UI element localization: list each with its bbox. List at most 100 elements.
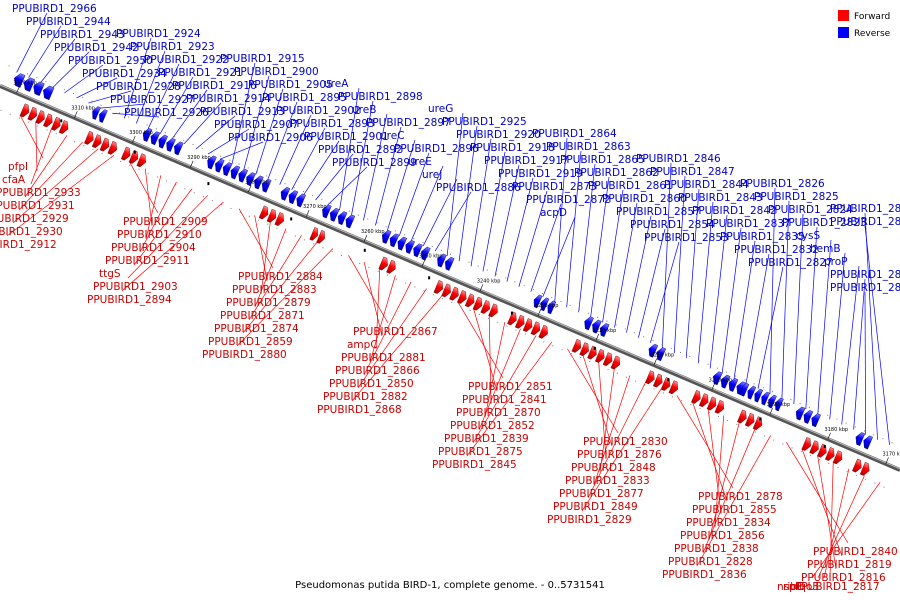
reverse-gene-label: PPUBIRD1_2837 — [706, 218, 791, 230]
forward-gene-feature — [507, 311, 517, 326]
forward-gene-feature — [35, 110, 45, 124]
leader-line — [709, 214, 728, 369]
leader-line — [291, 127, 326, 190]
reverse-gene-label: PPUBIRD1_2942 — [54, 42, 139, 54]
tick-mark — [885, 457, 889, 465]
leader-line — [303, 140, 340, 196]
forward-gene-label: PPUBIRD1_2868 — [317, 404, 402, 416]
forward-gene-feature — [99, 137, 110, 152]
reverse-gene-feature — [222, 162, 233, 177]
forward-gene-label: nspC — [777, 581, 803, 593]
reverse-gene-label: PPUBIRD1_2920 — [456, 129, 541, 141]
leader-line — [88, 90, 132, 104]
feature-marker — [593, 346, 596, 350]
leader-line — [375, 268, 381, 350]
leader-line — [697, 201, 714, 364]
leader-line — [590, 176, 610, 318]
tick-label: 3210 kbp — [651, 353, 675, 359]
leader-line — [123, 37, 152, 119]
reverse-gene-label: PPUBIRD1_2913 — [200, 106, 285, 118]
forward-gene-feature — [824, 447, 835, 461]
forward-gene-feature — [386, 259, 396, 274]
forward-gene-feature — [706, 396, 717, 411]
leader-line — [375, 126, 402, 226]
leader-line — [363, 113, 388, 221]
reverse-gene-feature — [238, 168, 248, 183]
leader-line — [470, 138, 492, 267]
reverse-gene-label: PPUBIRD1_2827 — [748, 257, 833, 269]
forward-gene-label: PPUBIRD1_2883 — [232, 284, 317, 296]
leader-line — [554, 137, 568, 303]
leader-line — [864, 291, 866, 435]
forward-gene-label: ttgS — [99, 268, 121, 280]
reverse-gene-feature — [381, 230, 392, 244]
reverse-gene-label: PPUBIRD1_2843 — [678, 192, 763, 204]
forward-gene-feature — [610, 355, 621, 370]
reverse-gene-label: cysS — [796, 230, 820, 242]
leader-line — [614, 202, 638, 328]
leader-line — [100, 103, 146, 109]
reverse-gene-label: PPUBIRD1_2823 — [782, 217, 867, 229]
leader-line — [255, 88, 284, 175]
reverse-gene-feature — [713, 371, 723, 386]
reverse-gene-feature — [329, 207, 340, 222]
leader-line — [348, 255, 389, 324]
reverse-gene-label: PPUBIRD1_2966 — [12, 3, 97, 15]
forward-gene-label: PPUBIRD1_2838 — [674, 543, 759, 555]
leader-line — [243, 75, 270, 170]
reverse-gene-feature — [246, 172, 256, 187]
forward-gene-label: PPUBIRD1_2852 — [450, 420, 535, 432]
forward-gene-feature — [464, 293, 475, 308]
leader-line — [829, 252, 846, 420]
forward-gene-label: PPUBIRD1_2819 — [807, 559, 892, 571]
forward-gene-feature — [120, 146, 131, 161]
reverse-gene-label: PPUBIRD1_2861 — [588, 180, 673, 192]
reverse-gene-feature — [803, 410, 814, 424]
leader-line — [598, 362, 607, 460]
tick-label: 3190 kbp — [767, 402, 791, 408]
leader-line — [793, 213, 804, 405]
forward-gene-label: PPUBIRD1_2849 — [553, 501, 638, 513]
tick-label: 3260 kbp — [361, 229, 385, 235]
reverse-gene-feature — [540, 297, 550, 312]
leader-line — [692, 402, 728, 502]
forward-gene-label: PPUBIRD1_2931 — [0, 200, 75, 212]
forward-gene-feature — [645, 370, 655, 385]
leader-line — [676, 395, 734, 489]
leader-line — [40, 38, 76, 83]
forward-gene-label: ribE — [783, 581, 804, 593]
leader-line — [817, 475, 865, 579]
reverse-gene-label: ureC — [380, 130, 405, 142]
leader-line — [593, 375, 631, 486]
forward-gene-feature — [19, 103, 30, 118]
leader-line — [829, 462, 834, 579]
forward-gene-label: PPUBIRD1_2867 — [353, 326, 438, 338]
forward-gene-feature — [809, 440, 819, 455]
reverse-gene-label: acpD — [540, 207, 567, 219]
leader-line — [673, 175, 686, 354]
tick-mark — [769, 407, 773, 415]
forward-gene-feature — [852, 458, 862, 473]
reverse-gene-label: PPUBIRD1_2925 — [442, 116, 527, 128]
forward-gene-label: PPUBIRD1_2912 — [0, 239, 57, 251]
forward-gene-label: PPUBIRD1_2839 — [444, 433, 529, 445]
tick-label: 3170 kbp — [882, 451, 900, 457]
reverse-gene-label: PPUBIRD1_2854 — [630, 219, 715, 231]
reverse-gene-label: PPUBIRD1_2892 — [318, 144, 403, 156]
reverse-gene-label: PPUBIRD1_2943 — [40, 29, 125, 41]
leader-line — [147, 63, 180, 129]
reverse-gene-feature — [389, 233, 400, 248]
reverse-gene-feature — [740, 382, 750, 397]
tick-label: 3230 kbp — [535, 303, 559, 309]
forward-gene-label: PPUBIRD1_2848 — [571, 462, 656, 474]
forward-gene-feature — [514, 314, 525, 329]
leader-line — [195, 115, 236, 150]
leader-line — [127, 195, 209, 279]
leader-line — [578, 163, 596, 313]
leader-line — [638, 228, 666, 338]
forward-gene-label: pfpI — [8, 161, 28, 173]
forward-gene-feature — [832, 450, 843, 465]
leader-line — [171, 89, 208, 139]
tick-mark — [363, 234, 368, 242]
leader-line — [112, 112, 160, 118]
